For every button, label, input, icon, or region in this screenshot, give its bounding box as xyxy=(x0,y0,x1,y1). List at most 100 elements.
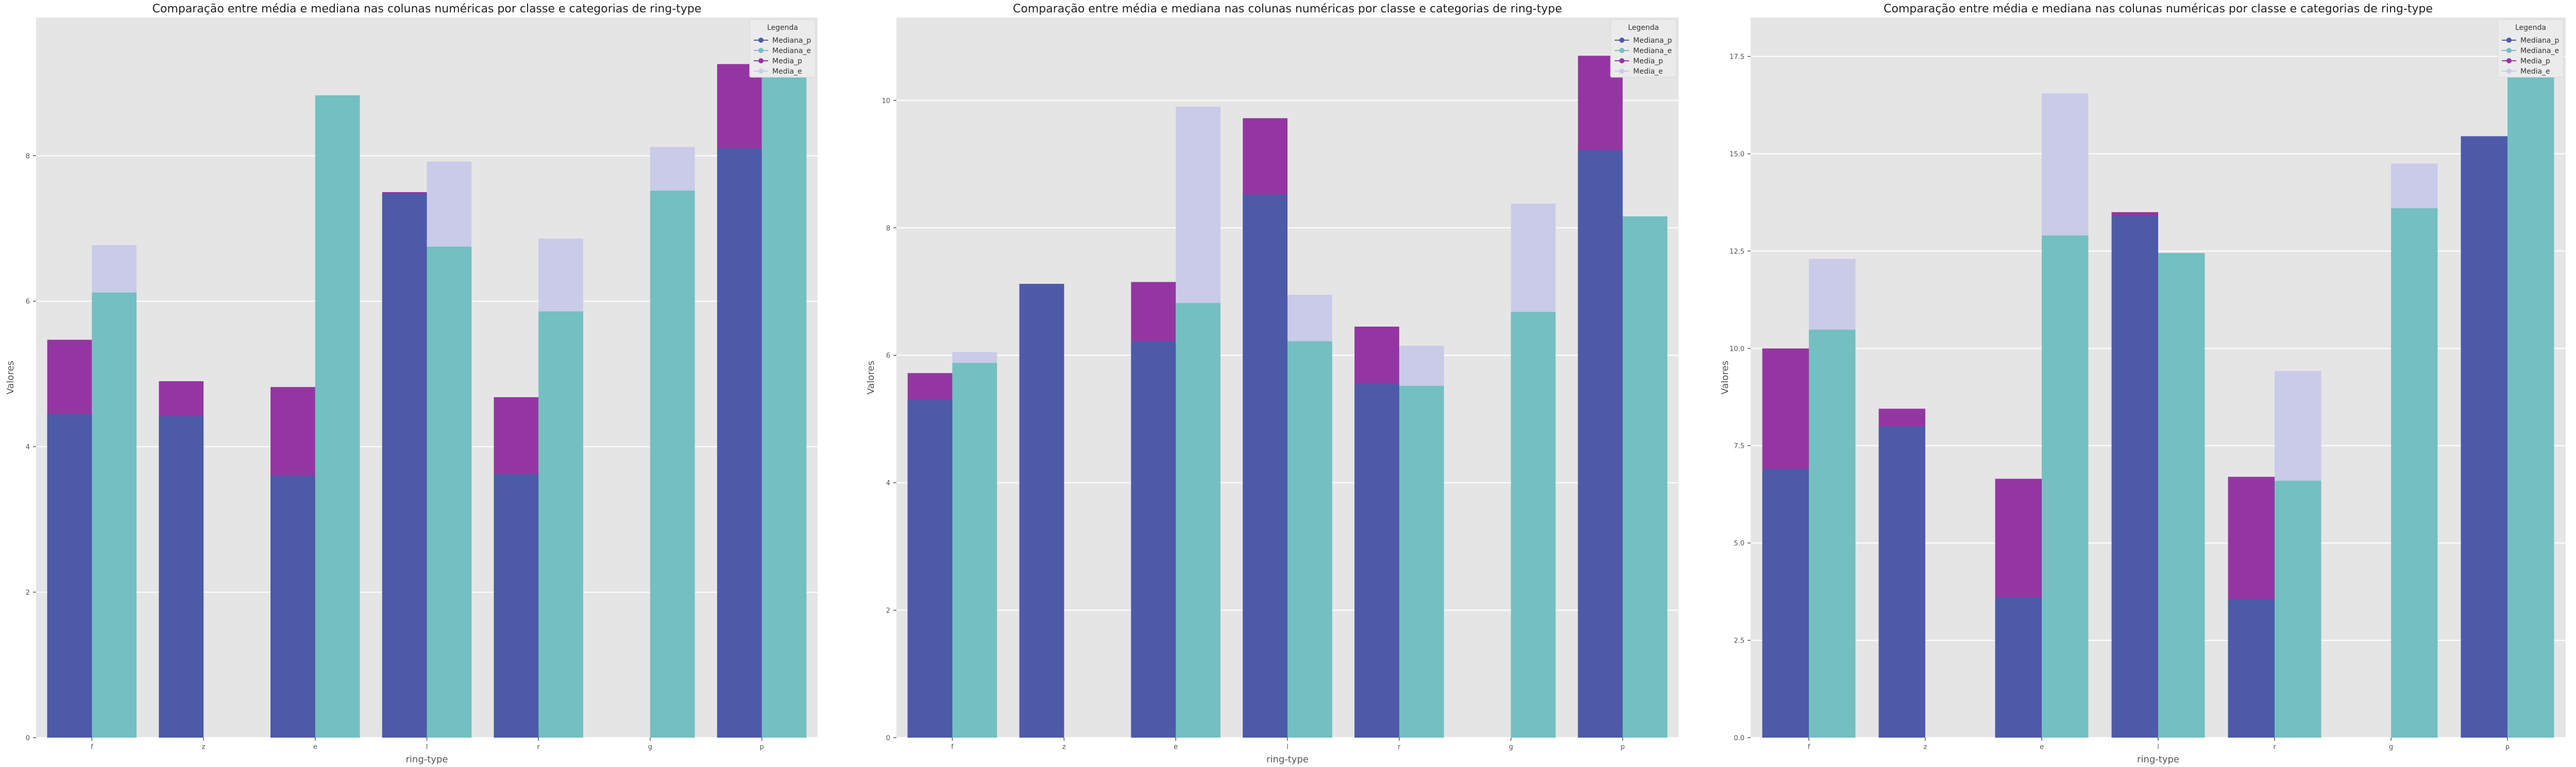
y-tick-label: 8 xyxy=(26,152,30,160)
legend-marker-mediana-e xyxy=(2506,48,2512,53)
bar-mediana-p-r xyxy=(1354,384,1399,738)
legend-label-media-p: Media_p xyxy=(772,57,802,65)
legend: Legenda Mediana_p Mediana_e Media_p Media_e xyxy=(1610,19,1677,78)
legend-title: Legenda xyxy=(767,24,798,32)
y-tick-label: 6 xyxy=(26,298,30,306)
bar-mediana-p-l xyxy=(2111,216,2158,738)
legend-label-media-p: Media_p xyxy=(1633,57,1663,65)
x-tick-label: f xyxy=(91,743,93,751)
legend-label-media-e: Media_e xyxy=(2520,67,2550,76)
bar-mediana-e-p xyxy=(1622,216,1668,738)
x-tick-label: e xyxy=(313,743,317,751)
y-tick-label: 7.5 xyxy=(1734,442,1744,450)
x-tick-label: r xyxy=(2273,743,2276,751)
legend-marker-mediana-p xyxy=(758,38,764,43)
bar-mediana-e-g xyxy=(1511,312,1556,738)
x-tick-label: z xyxy=(1062,743,1066,751)
legend-marker-media-e xyxy=(1619,69,1624,74)
legend-label-media-e: Media_e xyxy=(772,67,802,76)
legend-label-mediana-p: Mediana_p xyxy=(1633,37,1672,45)
y-axis-label: Valores xyxy=(5,361,16,394)
y-axis-label: Valores xyxy=(1720,361,1731,394)
y-tick-label: 0 xyxy=(26,735,30,742)
bar-mediana-e-l xyxy=(427,246,472,738)
legend-marker-mediana-p xyxy=(1619,38,1624,43)
bar-mediana-e-g xyxy=(2391,208,2438,738)
legend-label-mediana-p: Mediana_p xyxy=(772,37,811,45)
bar-mediana-p-p xyxy=(717,148,762,738)
legend-marker-media-p xyxy=(758,58,764,63)
bar-mediana-e-e xyxy=(315,95,360,738)
bar-mediana-p-p xyxy=(1578,150,1623,738)
x-tick-label: l xyxy=(1286,743,1289,751)
y-tick-label: 0 xyxy=(886,735,890,742)
bar-mediana-p-e xyxy=(270,475,315,738)
legend-box xyxy=(2497,19,2564,78)
x-tick-label: p xyxy=(760,743,764,751)
x-tick-label: g xyxy=(2389,743,2393,751)
x-axis-label: ring-type xyxy=(406,754,448,765)
legend: Legenda Mediana_p Mediana_e Media_p Media_e xyxy=(2497,19,2564,78)
chart-title: Comparação entre média e mediana nas col… xyxy=(152,3,702,15)
y-tick-label: 10.0 xyxy=(1730,345,1744,353)
legend-label-mediana-p: Mediana_p xyxy=(2520,37,2560,45)
y-tick-label: 2 xyxy=(26,589,30,597)
y-tick-label: 4 xyxy=(26,444,30,451)
legend-title: Legenda xyxy=(1628,24,1659,32)
legend-box xyxy=(1610,19,1677,78)
y-tick-label: 10 xyxy=(882,97,890,105)
bar-mediana-e-f xyxy=(92,292,137,738)
legend-title: Legenda xyxy=(2515,24,2546,32)
bar-mediana-e-l xyxy=(1287,341,1332,738)
bar-mediana-p-p xyxy=(2461,136,2507,738)
y-tick-label: 5.0 xyxy=(1734,540,1744,548)
y-tick-label: 15.0 xyxy=(1730,150,1744,158)
bar-mediana-e-g xyxy=(650,191,695,738)
bar-mediana-e-e xyxy=(1176,303,1221,738)
legend-label-mediana-e: Mediana_e xyxy=(1633,47,1672,55)
x-tick-label: p xyxy=(1620,743,1624,751)
bar-mediana-p-z xyxy=(1019,284,1064,738)
x-tick-label: g xyxy=(648,743,652,751)
bar-mediana-e-e xyxy=(2042,235,2089,738)
bar-mediana-e-r xyxy=(1399,386,1444,738)
y-tick-label: 2 xyxy=(886,607,890,615)
chart-title: Comparação entre média e mediana nas col… xyxy=(1884,3,2433,15)
bar-mediana-p-l xyxy=(382,193,427,738)
legend-marker-media-e xyxy=(2506,69,2512,74)
x-tick-label: z xyxy=(202,743,206,751)
bar-mediana-p-f xyxy=(907,400,953,738)
bar-mediana-p-z xyxy=(159,416,204,738)
chart-panel-3: 0.0 2.5 5.0 7.5 10.0 12.5 15.0 17.5 f z e l r g p Compa… xyxy=(1720,3,2566,765)
x-tick-label: r xyxy=(1398,743,1401,751)
x-tick-label: p xyxy=(2505,743,2510,751)
bar-mediana-p-f xyxy=(1762,469,1809,738)
x-tick-label: f xyxy=(1808,743,1810,751)
y-axis-label: Valores xyxy=(866,361,876,394)
x-tick-label: f xyxy=(951,743,954,751)
y-tick-label: 6 xyxy=(886,352,890,360)
bar-mediana-e-r xyxy=(2275,481,2321,738)
x-axis-label: ring-type xyxy=(2137,754,2179,765)
legend-marker-mediana-p xyxy=(2506,38,2512,43)
x-tick-label: e xyxy=(2040,743,2044,751)
bar-mediana-p-e xyxy=(1995,597,2042,738)
x-tick-label: g xyxy=(1509,743,1513,751)
x-tick-label: z xyxy=(1924,743,1927,751)
x-axis-label: ring-type xyxy=(1266,754,1309,765)
chart-title: Comparação entre média e mediana nas col… xyxy=(1013,3,1562,15)
bar-mediana-p-f xyxy=(47,414,92,738)
legend-label-mediana-e: Mediana_e xyxy=(2520,47,2559,55)
bar-mediana-p-r xyxy=(494,474,539,738)
legend-marker-media-p xyxy=(2506,58,2512,63)
x-tick-label: r xyxy=(537,743,540,751)
y-tick-label: 2.5 xyxy=(1734,637,1744,645)
legend: Legenda Mediana_p Mediana_e Media_p Media_e xyxy=(749,19,816,78)
charts-group: 0 2 4 6 8 f z e l r g p Comparação entre média e med… xyxy=(5,3,2566,765)
bar-mediana-p-z xyxy=(1878,426,1925,738)
legend-marker-mediana-e xyxy=(1619,48,1624,53)
legend-marker-media-p xyxy=(1619,58,1624,63)
bar-mediana-p-r xyxy=(2228,599,2275,738)
legend-marker-mediana-e xyxy=(758,48,764,53)
